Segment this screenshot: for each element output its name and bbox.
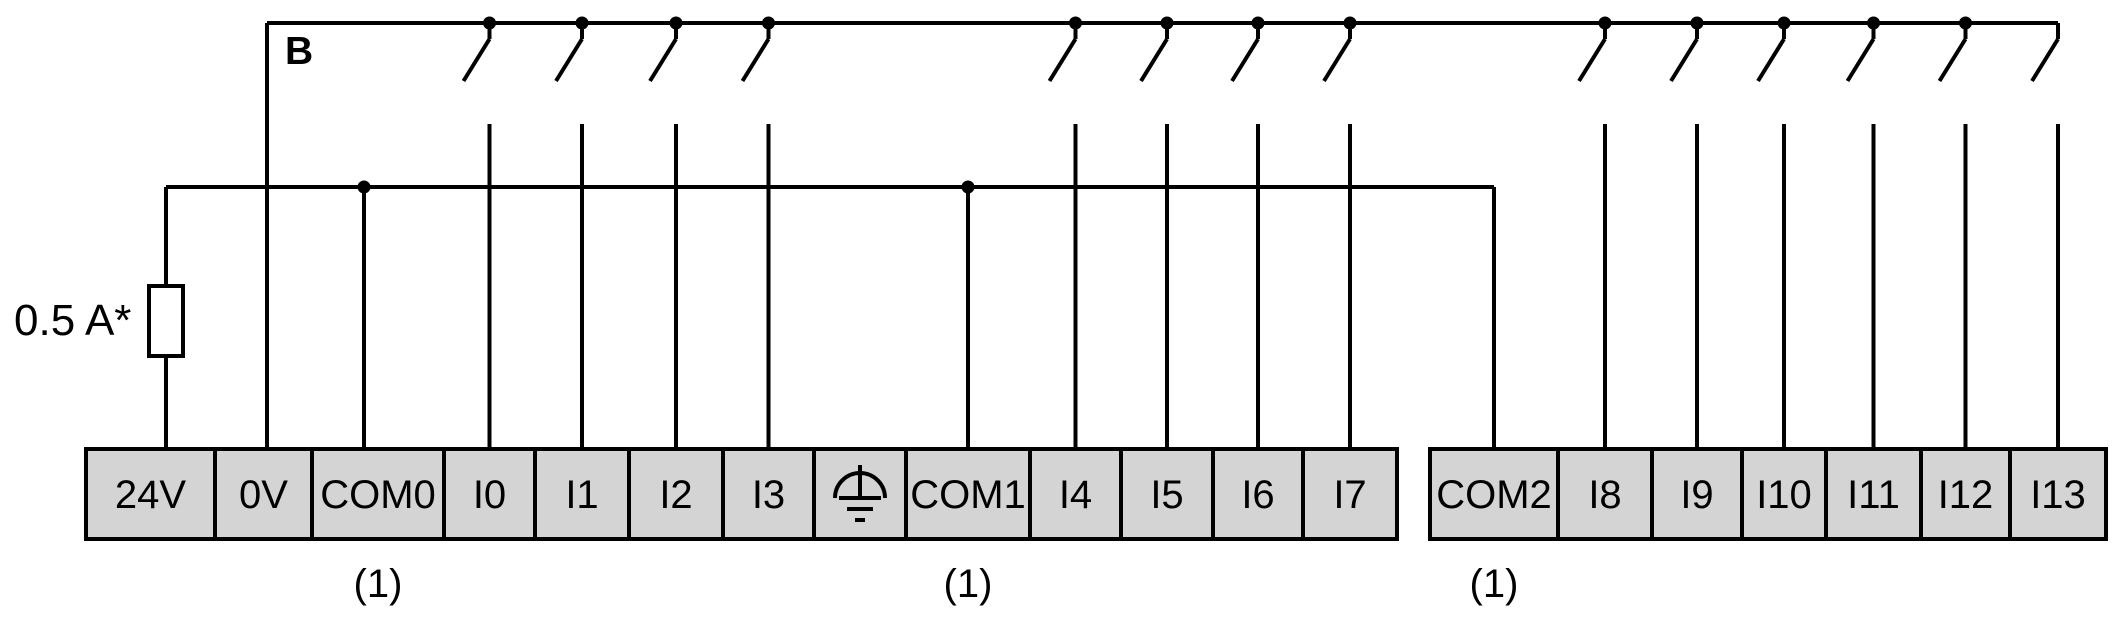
svg-text:(1): (1) <box>1470 562 1519 606</box>
svg-text:I7: I7 <box>1333 473 1366 517</box>
svg-text:(1): (1) <box>944 562 993 606</box>
svg-text:B: B <box>285 30 313 73</box>
svg-text:I12: I12 <box>1938 473 1994 517</box>
svg-text:I13: I13 <box>2030 473 2086 517</box>
svg-text:COM0: COM0 <box>320 473 436 517</box>
svg-text:0.5 A*: 0.5 A* <box>14 296 131 345</box>
svg-text:I0: I0 <box>473 473 506 517</box>
svg-text:COM1: COM1 <box>910 473 1026 517</box>
svg-text:I11: I11 <box>1847 473 1900 517</box>
svg-text:COM2: COM2 <box>1436 473 1552 517</box>
svg-text:I8: I8 <box>1588 473 1621 517</box>
svg-text:0V: 0V <box>239 473 288 517</box>
svg-text:I6: I6 <box>1241 473 1274 517</box>
svg-text:I2: I2 <box>659 473 692 517</box>
svg-text:I9: I9 <box>1680 473 1713 517</box>
svg-text:I5: I5 <box>1150 473 1183 517</box>
svg-text:I10: I10 <box>1756 473 1812 517</box>
svg-text:I3: I3 <box>752 473 785 517</box>
svg-text:I1: I1 <box>565 473 598 517</box>
svg-text:I4: I4 <box>1059 473 1092 517</box>
svg-text:24V: 24V <box>115 473 186 517</box>
svg-text:(1): (1) <box>354 562 403 606</box>
